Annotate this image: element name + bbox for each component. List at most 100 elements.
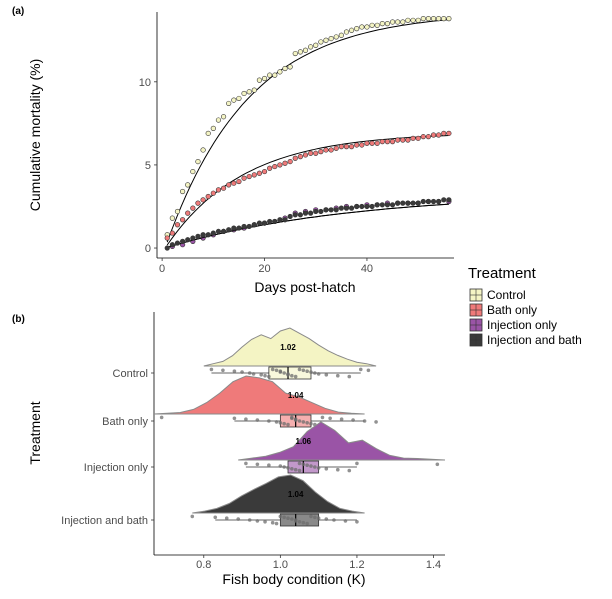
point-bath-only [174,222,181,228]
point-injection-and-bath [220,228,227,235]
obs-point-injection-and-bath [263,520,267,524]
obs-point-injection-and-bath [282,515,286,520]
point-injection-and-bath [185,237,191,243]
point-control [313,42,319,48]
point-injection-and-bath [441,197,447,203]
obs-point-bath-only [244,417,248,422]
obs-point-bath-only [159,415,164,420]
point-injection-and-bath [369,203,375,210]
point-injection-and-bath [323,207,329,213]
obs-point-control [232,369,237,374]
panel-b-condition-chart: 0.8 1.0 1.2 1.4 Control 1.02 Bath only 1.04 Inje… [61,312,446,571]
obs-point-injection-only [290,467,294,471]
point-injection-and-bath [261,220,268,226]
point-bath-only [354,142,360,148]
point-injection-and-bath [354,203,360,210]
point-bath-only [328,147,334,153]
point-bath-only [220,185,227,191]
obs-point-bath-only [301,420,306,424]
point-bath-only [226,182,232,188]
point-bath-only [405,137,411,143]
obs-point-control [305,369,309,374]
obs-point-injection-only [301,462,306,467]
panel-a-y-tick-label: 10 [139,77,151,89]
point-injection-and-bath [430,198,437,205]
obs-point-injection-and-bath [343,519,348,523]
obs-point-bath-only [362,419,367,423]
point-control [364,24,370,30]
panel-a-x-tick-label: 20 [258,263,270,275]
point-injection-and-bath [272,218,278,225]
point-control [420,16,426,22]
obs-point-injection-and-bath [309,514,313,519]
legend-label-injection-only: Injection only [487,318,557,332]
obs-point-control [366,368,371,373]
point-control [185,182,191,188]
point-control [220,114,227,120]
median-label-control: 1.02 [280,343,296,352]
point-injection-and-bath [277,217,283,223]
point-bath-only [395,137,401,143]
obs-point-control [309,370,313,374]
point-control [256,77,263,83]
point-control [272,72,278,78]
density-bath-only [153,375,365,415]
obs-point-injection-and-bath [224,516,229,520]
point-bath-only [359,142,365,148]
point-control [190,168,196,175]
point-injection-and-bath [338,205,344,211]
obs-point-bath-only [278,421,283,425]
point-control [302,47,309,53]
obs-point-injection-and-bath [290,517,294,521]
fit-curve-injection-and-bath [167,203,449,248]
obs-point-bath-only [255,418,260,422]
point-control [236,95,242,102]
point-injection-and-bath [425,198,431,205]
obs-point-injection-only [297,461,302,466]
point-control [436,16,442,22]
point-control [446,16,452,22]
obs-point-injection-and-bath [324,517,329,521]
point-bath-only [251,172,257,178]
point-bath-only [169,230,175,236]
point-bath-only [333,145,339,151]
point-control [395,19,401,25]
point-bath-only [282,160,288,166]
point-bath-only [318,149,324,155]
median-label-bath-only: 1.04 [288,391,304,400]
point-bath-only [425,134,431,140]
point-control [343,29,350,35]
point-bath-only [436,132,442,138]
point-injection-and-bath [164,245,170,251]
obs-point-injection-and-bath [255,519,260,523]
point-bath-only [164,235,170,241]
point-bath-only [267,165,273,171]
obs-point-injection-and-bath [278,514,283,519]
point-control [328,35,334,42]
point-control [174,208,181,215]
point-control [297,49,303,55]
obs-point-injection-only [297,468,302,473]
point-injection-and-bath [205,232,211,238]
median-label-injection-and-bath: 1.04 [288,490,304,499]
point-injection-and-bath [169,242,175,248]
obs-point-bath-only [293,418,298,422]
point-injection-and-bath [195,233,201,239]
obs-point-injection-and-bath [286,516,290,520]
point-control [384,21,391,27]
point-control [359,24,365,30]
obs-point-control [209,367,214,372]
point-injection-and-bath [267,218,273,225]
point-bath-only [231,180,237,186]
point-control [287,64,293,70]
point-bath-only [215,187,222,193]
obs-point-injection-only [244,461,248,466]
obs-point-injection-and-bath [301,520,306,525]
obs-point-bath-only [290,416,294,421]
point-control [251,87,257,93]
point-bath-only [441,130,447,136]
obs-point-injection-and-bath [293,519,298,523]
point-bath-only [308,150,314,156]
point-injection-and-bath [297,212,303,218]
